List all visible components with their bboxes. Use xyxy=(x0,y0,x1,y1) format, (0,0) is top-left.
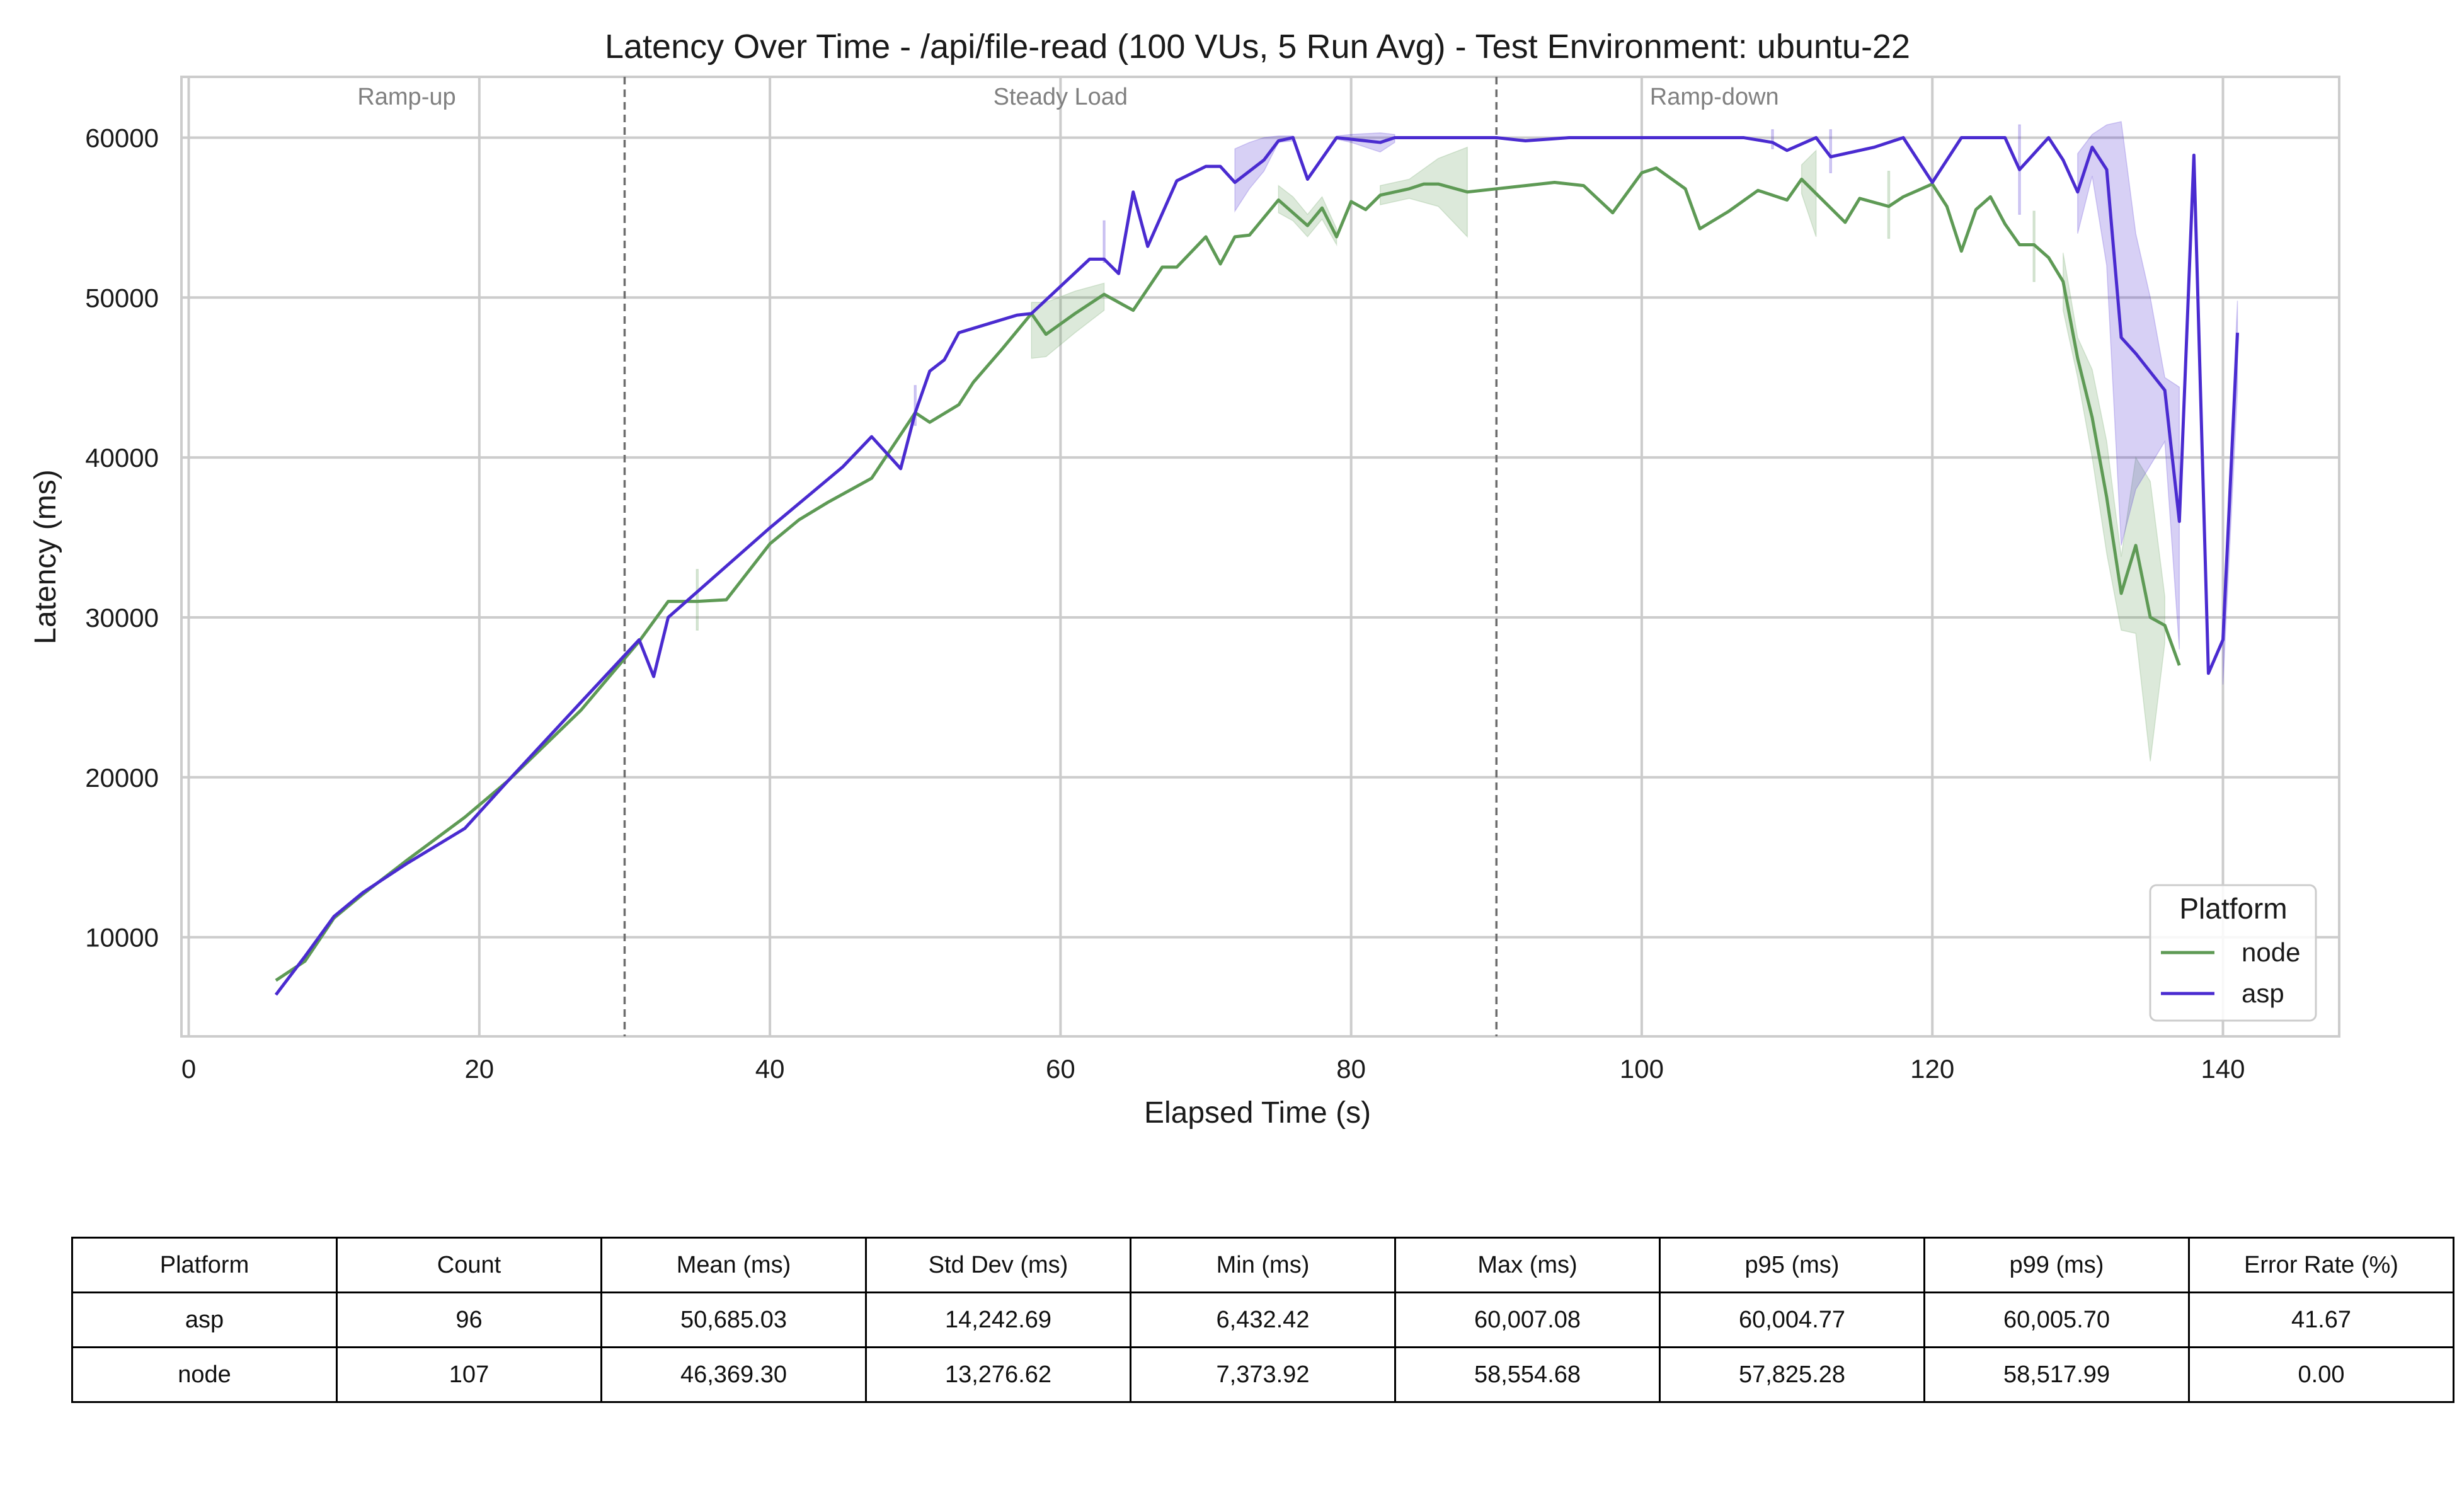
y-tick-label: 50000 xyxy=(85,283,159,312)
y-axis-label: Latency (ms) xyxy=(29,469,62,644)
phase-labels: Ramp-up Steady Load Ramp-down xyxy=(357,84,1778,110)
table-cell: 0.00 xyxy=(2188,1346,2454,1403)
confidence-band-node xyxy=(696,569,699,631)
y-tick-labels: 10000 20000 30000 40000 50000 60000 xyxy=(85,123,159,952)
table-cell: 57,825.28 xyxy=(1659,1346,1925,1403)
table-cell: 50,685.03 xyxy=(600,1292,867,1348)
confidence-bands xyxy=(696,121,2238,762)
confidence-band-node xyxy=(1801,149,1817,238)
x-tick-label: 140 xyxy=(2201,1054,2245,1084)
legend-title: Platform xyxy=(2179,892,2287,925)
confidence-band-asp xyxy=(1829,129,1833,174)
x-axis-label: Elapsed Time (s) xyxy=(1144,1096,1371,1130)
header-std-dev: Std Dev (ms) xyxy=(865,1237,1131,1293)
header-p95: p95 (ms) xyxy=(1659,1237,1925,1293)
confidence-band-node xyxy=(1031,282,1105,359)
table-cell: 96 xyxy=(336,1292,602,1348)
series-line-asp xyxy=(274,135,2240,996)
table-cell: 58,554.68 xyxy=(1394,1346,1661,1403)
table-cell: 60,007.08 xyxy=(1394,1292,1661,1348)
series-line-node xyxy=(275,166,2181,982)
table-cell: 6,432.42 xyxy=(1130,1292,1396,1348)
x-tick-labels: 0 20 40 60 80 100 120 140 xyxy=(181,1054,2245,1084)
stats-table: Platform Count Mean (ms) Std Dev (ms) Mi… xyxy=(71,1237,2454,1403)
table-row: asp 96 50,685.03 14,242.69 6,432.42 60,0… xyxy=(71,1292,2454,1348)
phase-label: Ramp-up xyxy=(357,84,455,110)
confidence-band-asp xyxy=(1336,132,1395,153)
header-mean: Mean (ms) xyxy=(600,1237,867,1293)
confidence-band-node xyxy=(2063,253,2165,762)
table-cell: 60,005.70 xyxy=(1923,1292,2190,1348)
x-tick-label: 80 xyxy=(1336,1054,1366,1084)
confidence-band-node xyxy=(1278,185,1337,247)
header-max: Max (ms) xyxy=(1394,1237,1661,1293)
series-lines xyxy=(274,135,2240,996)
confidence-band-asp xyxy=(1771,129,1774,149)
confidence-band-asp xyxy=(1102,220,1106,263)
header-count: Count xyxy=(336,1237,602,1293)
y-tick-label: 10000 xyxy=(85,923,159,953)
table-cell: 60,004.77 xyxy=(1659,1292,1925,1348)
x-tick-label: 0 xyxy=(181,1054,196,1084)
y-tick-label: 60000 xyxy=(85,123,159,152)
grid-lines xyxy=(181,77,2339,1036)
table-cell: asp xyxy=(71,1292,338,1348)
table-row: node 107 46,369.30 13,276.62 7,373.92 58… xyxy=(71,1346,2454,1403)
phase-label: Ramp-down xyxy=(1650,84,1779,110)
x-tick-label: 60 xyxy=(1046,1054,1075,1084)
phase-boundaries xyxy=(623,77,1498,1036)
header-p99: p99 (ms) xyxy=(1923,1237,2190,1293)
y-tick-label: 40000 xyxy=(85,443,159,472)
y-tick-label: 20000 xyxy=(85,763,159,793)
header-platform: Platform xyxy=(71,1237,338,1293)
chart-title: Latency Over Time - /api/file-read (100 … xyxy=(605,28,1910,66)
table-cell: 58,517.99 xyxy=(1923,1346,2190,1403)
phase-label: Steady Load xyxy=(994,84,1128,110)
legend-label-node: node xyxy=(2242,937,2300,967)
table-header-row: Platform Count Mean (ms) Std Dev (ms) Mi… xyxy=(71,1237,2454,1293)
table-cell: 14,242.69 xyxy=(865,1292,1131,1348)
confidence-band-node xyxy=(1380,146,1468,238)
plot-area xyxy=(180,76,2340,1038)
table-cell: 46,369.30 xyxy=(600,1346,867,1403)
y-tick-label: 30000 xyxy=(85,603,159,633)
latency-chart: Latency Over Time - /api/file-read (100 … xyxy=(29,28,2340,1130)
table-cell: 41.67 xyxy=(2188,1292,2454,1348)
confidence-band-asp xyxy=(2077,121,2180,650)
table-cell: 13,276.62 xyxy=(865,1346,1131,1403)
x-tick-label: 40 xyxy=(755,1054,785,1084)
table-cell: node xyxy=(71,1346,338,1403)
x-tick-label: 100 xyxy=(1620,1054,1664,1084)
header-error-rate: Error Rate (%) xyxy=(2188,1237,2454,1293)
x-tick-label: 20 xyxy=(464,1054,494,1084)
x-tick-label: 120 xyxy=(1910,1054,1954,1084)
table-cell: 7,373.92 xyxy=(1130,1346,1396,1403)
legend-label-asp: asp xyxy=(2242,978,2284,1008)
table-cell: 107 xyxy=(336,1346,602,1403)
legend: Platform node asp xyxy=(2149,884,2317,1022)
header-min: Min (ms) xyxy=(1130,1237,1396,1293)
legend-box xyxy=(2149,884,2317,1022)
